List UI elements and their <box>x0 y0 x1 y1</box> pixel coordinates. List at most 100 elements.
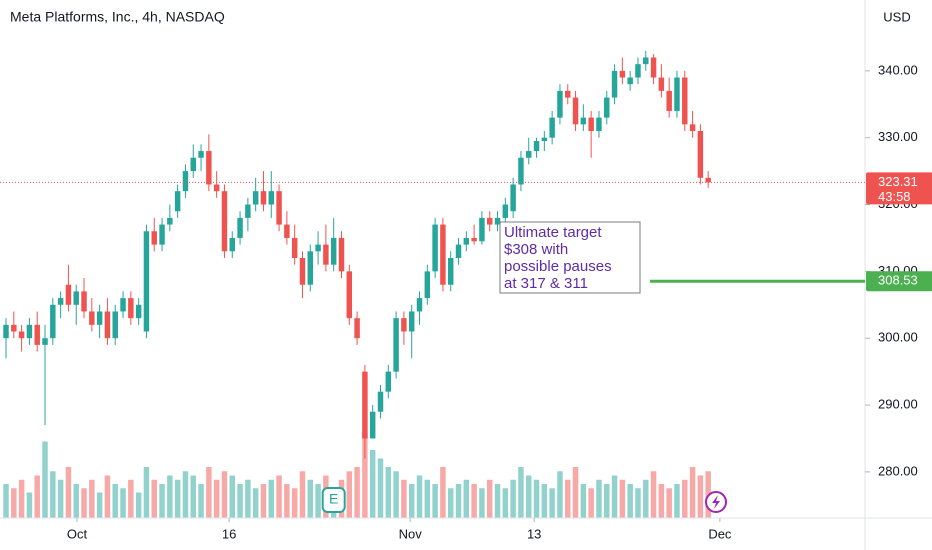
volume-bar <box>635 488 641 518</box>
candle-body <box>604 97 610 118</box>
volume-bar <box>50 471 56 518</box>
volume-bar <box>159 484 165 518</box>
volume-bar <box>252 488 259 518</box>
candle-body <box>424 271 431 299</box>
candle-body <box>190 157 196 172</box>
volume-bar <box>619 479 626 518</box>
chart-title: Meta Platforms, Inc., 4h, NASDAQ <box>10 9 225 25</box>
volume-bar <box>416 475 423 518</box>
volume-bar <box>18 479 25 518</box>
candle-body <box>377 391 384 412</box>
annotation-line: $308 with <box>504 241 568 258</box>
candle-body <box>135 304 142 319</box>
candle-body <box>260 191 267 205</box>
volume-bar <box>471 484 477 518</box>
volume-bar <box>627 484 633 518</box>
candle-body <box>510 184 516 212</box>
volume-bar <box>463 479 470 518</box>
candle-body <box>151 231 157 245</box>
candle-body <box>221 191 228 252</box>
volume-bar <box>401 479 407 518</box>
volume-bar <box>89 479 95 518</box>
candle-body <box>3 324 9 339</box>
candle-body <box>104 311 111 339</box>
last-price-label: 323.31 <box>878 174 918 189</box>
volume-bar <box>447 488 454 518</box>
candle-body <box>96 311 103 325</box>
annotation-line: Ultimate target <box>504 224 602 241</box>
candle-body <box>11 324 17 332</box>
volume-bar <box>34 475 40 518</box>
candle-body <box>635 64 641 78</box>
currency-label[interactable]: USD <box>883 9 910 24</box>
volume-bar <box>377 458 384 518</box>
candle-body <box>705 177 711 183</box>
candle-body <box>486 217 493 225</box>
volume-bar <box>198 484 204 518</box>
volume-bar <box>549 488 555 518</box>
volume-bar <box>588 488 594 518</box>
candle-body <box>502 204 509 218</box>
volume-bar <box>120 488 126 518</box>
volume-bar <box>284 484 290 518</box>
volume-bar <box>245 479 251 518</box>
y-tick-label: 340.00 <box>878 62 918 77</box>
candle-body <box>549 117 555 138</box>
volume-bar <box>346 471 353 518</box>
volume-bar <box>291 488 298 518</box>
candle-body <box>89 311 95 325</box>
volume-bar <box>432 484 438 518</box>
volume-bar <box>65 467 72 518</box>
candle-body <box>471 237 477 242</box>
candle-body <box>650 57 657 78</box>
volume-bar <box>190 475 196 518</box>
candle-body <box>276 191 282 225</box>
candle-body <box>330 237 337 265</box>
volume-bar <box>533 479 540 518</box>
candle-body <box>252 191 259 205</box>
candle-body <box>455 244 462 258</box>
annotation-line: possible pauses <box>504 258 612 275</box>
volume-bar <box>682 479 688 518</box>
candle-body <box>291 237 298 258</box>
countdown-label: 43:58 <box>878 189 911 204</box>
volume-bar <box>658 484 665 518</box>
candle-body <box>112 311 118 339</box>
earnings-marker[interactable] <box>321 487 346 513</box>
candle-body <box>627 77 633 85</box>
volume-bar <box>369 450 376 518</box>
volume-bar <box>604 484 610 518</box>
volume-bar <box>689 467 696 518</box>
candle-body <box>447 257 454 285</box>
candle-body <box>463 237 470 245</box>
volume-bar <box>393 471 399 518</box>
candle-body <box>346 271 353 319</box>
candle-body <box>229 237 235 252</box>
volume-bar <box>81 488 87 518</box>
candle-body <box>588 117 594 132</box>
x-tick-label: Dec <box>708 526 732 541</box>
volume-bar <box>260 484 267 518</box>
x-tick-label: Nov <box>399 526 423 541</box>
candle-body <box>666 90 672 111</box>
volume-bar <box>385 467 392 518</box>
candle-body <box>167 217 173 225</box>
volume-bar <box>455 484 462 518</box>
volume-bar <box>565 479 571 518</box>
volume-bar <box>213 479 220 518</box>
volume-bar <box>510 479 516 518</box>
candle-body <box>479 217 485 242</box>
candle-body <box>213 184 220 192</box>
alert-icon[interactable] <box>705 491 727 513</box>
volume-bar <box>354 467 360 518</box>
candle-body <box>401 318 407 332</box>
candle-body <box>689 124 696 132</box>
x-tick-label: 13 <box>527 526 541 541</box>
volume-bar <box>526 475 532 518</box>
volume-bar <box>494 484 501 518</box>
candle-body <box>182 171 189 192</box>
volume-bar <box>362 433 368 518</box>
volume-bar <box>697 475 704 518</box>
